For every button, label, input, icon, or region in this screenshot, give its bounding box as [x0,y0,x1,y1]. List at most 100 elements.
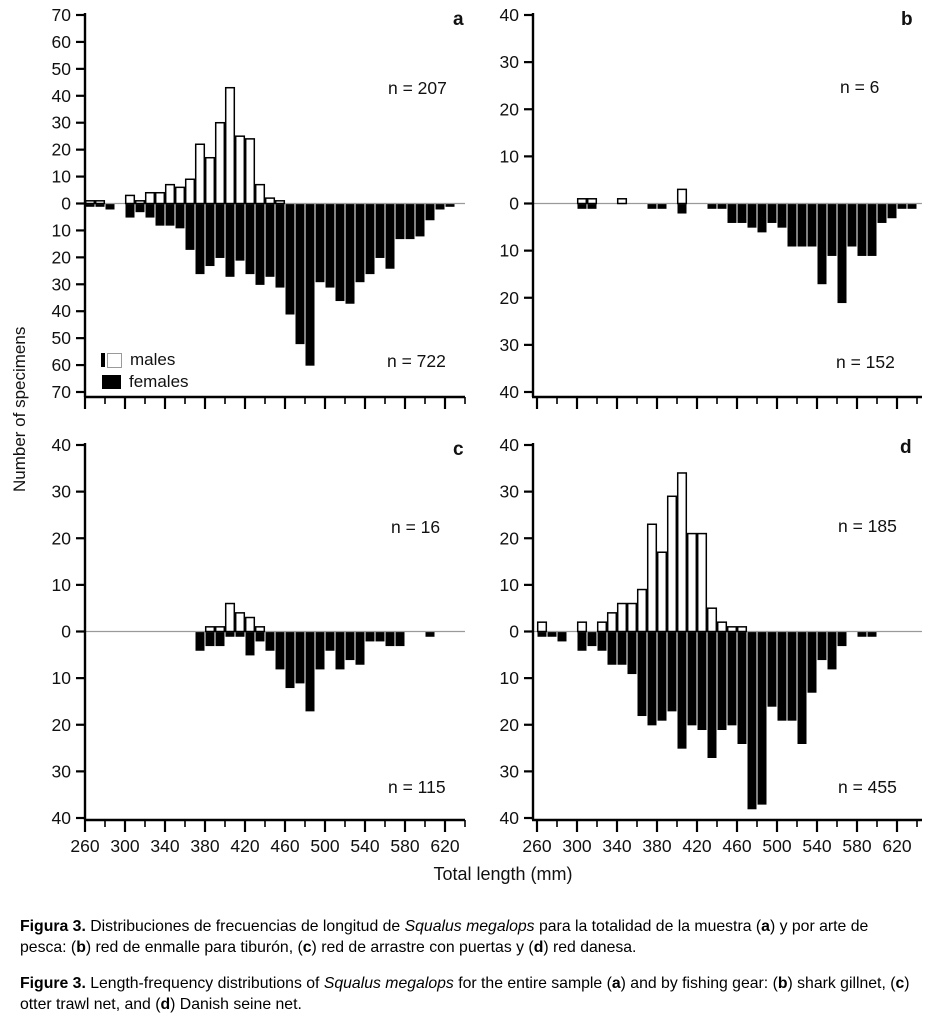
caption-segment: Length-frequency distributions of [85,974,324,992]
caption-segment: c [895,974,905,992]
caption-segment: Distribuciones de frecuencias de longitu… [85,917,405,935]
svg-text:500: 500 [310,836,339,856]
svg-text:380: 380 [642,836,671,856]
x-axis-title: Total length (mm) [433,864,573,884]
svg-text:340: 340 [150,836,179,856]
caption-segment: ) red de enmalle para tiburón, ( [85,938,303,956]
svg-text:30: 30 [52,761,72,781]
sample-size-c-males: n = 16 [391,517,441,537]
figure-canvas: 70 60 50 40 30 20 10 0 10 20 30 40 50 60 70 40 30 20 10 0 10… [52,5,922,856]
svg-text:420: 420 [230,836,259,856]
svg-text:40: 40 [500,382,520,402]
svg-text:30: 30 [500,761,520,781]
svg-text:0: 0 [509,194,519,214]
svg-text:20: 20 [500,99,520,119]
sample-size-d-males: n = 185 [838,516,897,536]
svg-text:70: 70 [52,382,72,402]
svg-text:40: 40 [52,435,72,455]
panel-a-bars [84,86,455,366]
svg-text:20: 20 [52,528,72,548]
panel-letter-b: b [901,9,913,30]
panel-c-bars [195,602,435,712]
svg-text:420: 420 [682,836,711,856]
panel-c-chart: 40 30 20 10 0 10 20 30 40 260 300 340 380 420 460 500 54… [52,435,466,856]
svg-text:300: 300 [562,836,591,856]
caption-spanish: Figura 3. Distribuciones de frecuencias … [20,917,910,959]
svg-text:260: 260 [522,836,551,856]
caption-segment: d [160,995,171,1013]
sample-size-d-females: n = 455 [838,777,897,797]
svg-text:20: 20 [500,288,520,308]
svg-text:40: 40 [500,5,520,25]
svg-text:340: 340 [602,836,631,856]
svg-text:60: 60 [52,355,72,375]
caption-segment: ) red danesa. [543,938,637,956]
caption-segment: Squalus megalops [323,974,454,992]
svg-text:260: 260 [70,836,99,856]
svg-text:30: 30 [52,482,72,502]
svg-text:620: 620 [882,836,911,856]
male-bar-swatch [107,352,122,368]
svg-text:540: 540 [350,836,379,856]
sample-size-b-males: n = 6 [840,77,880,97]
male-bar-swatch-edge [101,353,105,367]
svg-text:10: 10 [500,146,520,166]
panel-a-chart: 70 60 50 40 30 20 10 0 10 20 30 40 50 60 70 [52,5,466,409]
svg-text:10: 10 [52,668,72,688]
caption-segment: for the entire sample ( [453,974,612,992]
svg-text:60: 60 [52,32,72,52]
svg-text:0: 0 [61,194,71,214]
caption-segment: ) y por arte de pesca: ( [20,917,869,956]
svg-text:10: 10 [52,167,72,187]
panel-letter-d: d [900,437,912,458]
svg-text:0: 0 [61,622,71,642]
caption-segment: ) Danish seine net. [170,995,302,1013]
sample-size-c-females: n = 115 [388,777,446,797]
panel-d-bars [536,472,877,810]
svg-text:10: 10 [500,668,520,688]
svg-text:30: 30 [52,113,72,133]
caption-segment: Squalus megalops [404,917,535,935]
caption-segment: ) red de arrastre con puertas y ( [311,938,534,956]
svg-text:460: 460 [270,836,299,856]
caption-segment: ) and by fishing gear: ( [620,974,778,992]
svg-text:30: 30 [500,52,520,72]
svg-text:20: 20 [52,140,72,160]
svg-text:500: 500 [762,836,791,856]
sample-size-a-females: n = 722 [387,351,446,371]
legend-label-females: females [129,372,189,391]
svg-text:30: 30 [500,482,520,502]
panel-letter-c: c [453,439,464,460]
svg-text:10: 10 [52,575,72,595]
svg-text:0: 0 [509,622,519,642]
caption-segment: a [611,974,621,992]
svg-text:20: 20 [500,715,520,735]
svg-text:20: 20 [52,247,72,267]
legend: males females [101,349,189,393]
svg-text:10: 10 [52,220,72,240]
svg-text:10: 10 [500,241,520,261]
y-axis-title: Number of specimens [10,326,29,492]
caption-segment: Figura 3. [20,917,86,935]
svg-text:580: 580 [390,836,419,856]
caption-segment: ) shark gillnet, ( [787,974,896,992]
female-bar-swatch [102,375,121,389]
panel-b-bars [576,188,917,304]
panel-b-chart: 40 30 20 10 0 10 20 30 40 [500,5,922,409]
caption-segment: Figure 3. [20,974,86,992]
caption-segment: b [76,938,86,956]
svg-text:540: 540 [802,836,831,856]
svg-text:40: 40 [52,808,72,828]
svg-text:40: 40 [500,808,520,828]
sample-size-a-males: n = 207 [388,78,447,98]
svg-text:300: 300 [110,836,139,856]
svg-text:50: 50 [52,328,72,348]
caption-segment: c [302,938,312,956]
svg-text:30: 30 [52,274,72,294]
svg-text:20: 20 [500,528,520,548]
svg-text:380: 380 [190,836,219,856]
caption-segment: ) otter trawl net, and ( [20,974,910,1013]
legend-row-females: females [101,371,189,393]
